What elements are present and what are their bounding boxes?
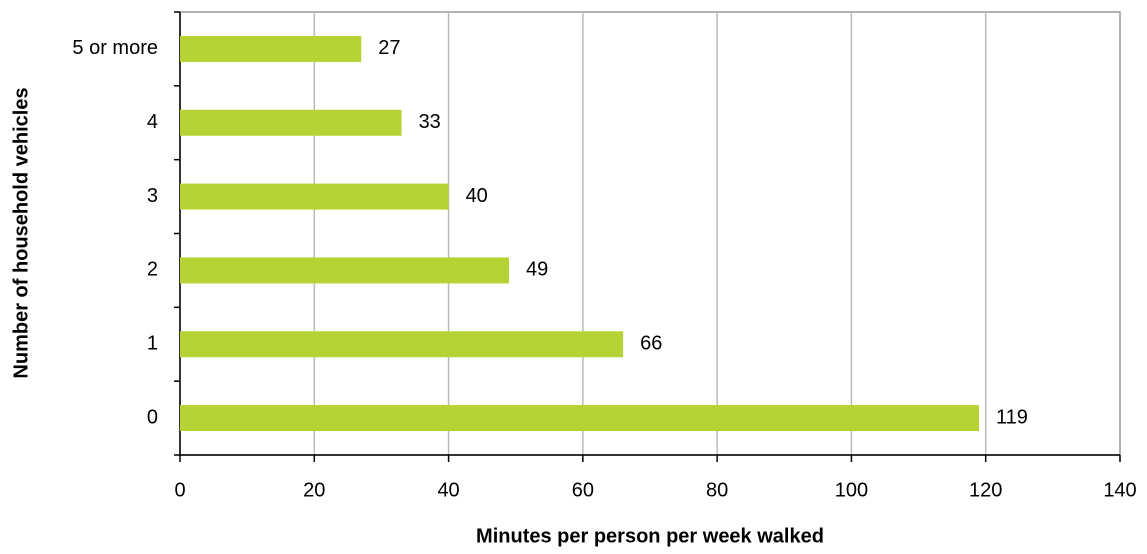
x-tick-label: 40 [437, 479, 459, 501]
y-axis-label: Number of household vehicles [10, 87, 32, 378]
plot-area [179, 11, 1121, 456]
x-tick-label: 140 [1103, 479, 1136, 501]
x-tick-label: 120 [969, 479, 1002, 501]
y-tick-label: 0 [147, 406, 158, 428]
x-tick-label: 0 [174, 479, 185, 501]
y-tick-label: 1 [147, 333, 158, 355]
data-label: 40 [466, 185, 488, 207]
bar [180, 35, 362, 62]
data-label: 66 [640, 333, 662, 355]
data-label: 119 [996, 406, 1028, 428]
x-axis-label: Minutes per person per week walked [476, 525, 824, 547]
data-label: 33 [419, 111, 441, 133]
bar [180, 183, 449, 210]
bar [180, 405, 979, 432]
y-tick-label: 4 [147, 111, 158, 133]
y-tick-label: 5 or more [72, 37, 158, 59]
data-label: 49 [526, 259, 548, 281]
y-tick-label: 3 [147, 185, 158, 207]
y-tick-label: 2 [147, 259, 158, 281]
data-label: 27 [378, 37, 400, 59]
x-tick-label: 20 [303, 479, 325, 501]
x-tick-label: 100 [835, 479, 868, 501]
x-tick-label: 80 [706, 479, 728, 501]
bar [180, 109, 402, 136]
bar [180, 257, 509, 284]
x-tick-label: 60 [572, 479, 594, 501]
bar [180, 331, 624, 358]
